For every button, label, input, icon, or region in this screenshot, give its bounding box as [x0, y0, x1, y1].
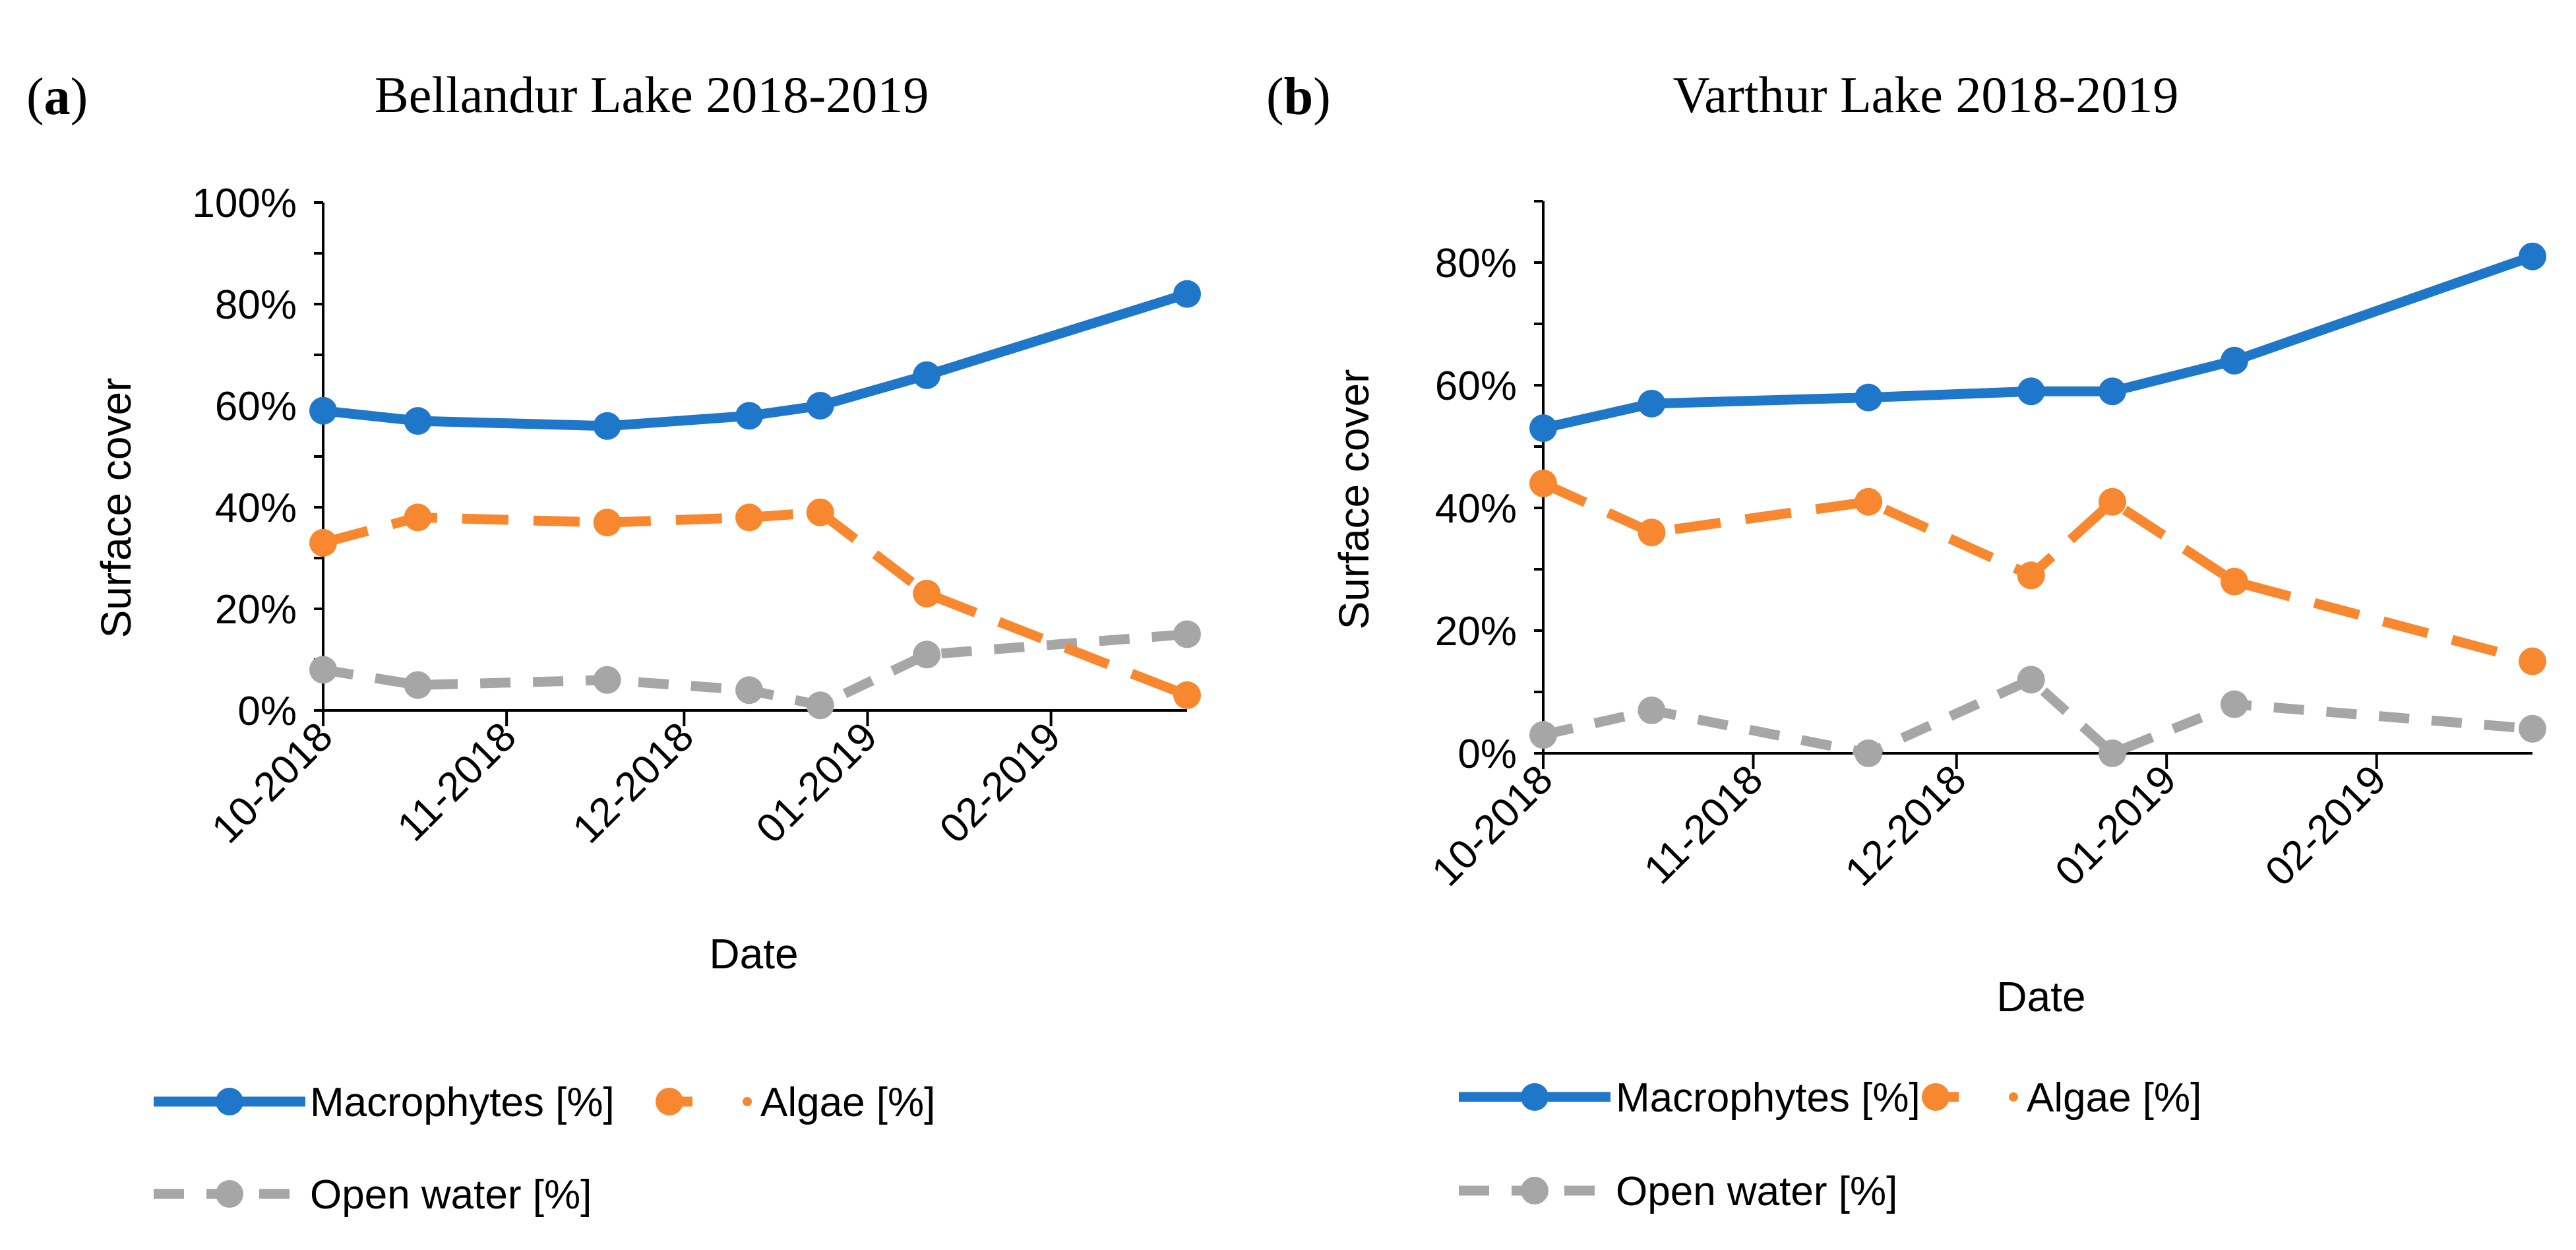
data-point-macrophytes [806, 392, 834, 420]
data-point-algae [806, 498, 834, 526]
x-tick-label: 01-2019 [2046, 757, 2185, 895]
y-tick-label: 80% [215, 282, 297, 328]
data-point-macrophytes [1529, 414, 1557, 443]
data-point-algae [1638, 518, 1666, 547]
data-point-algae [2017, 561, 2045, 590]
data-point-algae [404, 503, 432, 532]
panel-a: (a) Bellandur Lake 2018-2019 Surface cov… [26, 66, 1201, 1218]
x-tick-label: 12-2018 [1837, 757, 1975, 895]
data-point-macrophytes [2519, 242, 2546, 270]
plot-area: 0% 20% 40% 60% 80% 10-2018 11-2018 12-2018 01-20… [1423, 200, 2546, 895]
data-point-macrophytes [593, 412, 621, 440]
legend-marker-open-water [216, 1180, 243, 1208]
legend-marker-open-water [1521, 1177, 1549, 1204]
legend-dot-algae [743, 1097, 752, 1106]
data-point-open-water [735, 676, 764, 704]
legend: Macrophytes [%] Algae [%] Open water [%] [154, 1080, 935, 1218]
data-point-macrophytes [735, 402, 764, 430]
legend-dot-algae [2009, 1092, 2018, 1102]
y-tick-label: 100% [192, 181, 297, 226]
data-point-open-water [2099, 739, 2127, 767]
plot-area: 0% 20% 40% 60% 80% 100% 10-2018 11-2018 12-2018 0… [192, 181, 1201, 852]
legend: Macrophytes [%] Algae [%] Open water [%] [1459, 1075, 2201, 1214]
chart-title: Bellandur Lake 2018-2019 [375, 66, 929, 123]
legend-label-macrophytes: Macrophytes [%] [1616, 1075, 1920, 1121]
data-point-algae [309, 528, 337, 557]
data-point-macrophytes [2017, 377, 2045, 406]
data-point-open-water [309, 656, 337, 684]
data-point-open-water [2519, 714, 2546, 743]
y-tick-label: 80% [1435, 241, 1517, 286]
data-point-algae [913, 579, 941, 608]
y-tick-label: 40% [1435, 486, 1517, 532]
x-tick-label: 02-2019 [931, 714, 1070, 852]
y-tick-label: 0% [237, 689, 297, 734]
series-line-algae [322, 507, 1189, 700]
data-point-open-water [593, 666, 621, 694]
data-point-open-water [1855, 739, 1883, 767]
legend-marker-algae [1922, 1083, 1949, 1111]
panel-label-a: (a) [26, 68, 88, 126]
y-tick-label: 60% [1435, 363, 1517, 409]
y-axis-label: Surface cover [92, 378, 140, 639]
y-tick-label: 40% [215, 485, 297, 531]
data-point-algae [1173, 681, 1201, 709]
x-tick-label: 11-2018 [389, 714, 525, 850]
legend-marker-macrophytes [216, 1088, 243, 1115]
data-point-open-water [404, 671, 432, 699]
data-point-algae [1529, 469, 1557, 497]
y-tick-label: 60% [215, 384, 297, 429]
chart-title: Varthur Lake 2018-2019 [1673, 66, 2179, 123]
data-point-macrophytes [2099, 377, 2127, 406]
legend-label-open-water: Open water [%] [310, 1172, 592, 1218]
data-point-algae [2099, 487, 2127, 516]
data-point-macrophytes [1173, 280, 1201, 308]
x-axis-label: Date [1996, 973, 2085, 1020]
data-point-algae [735, 503, 764, 532]
y-tick-label: 20% [215, 587, 297, 633]
legend-label-open-water: Open water [%] [1616, 1169, 1897, 1214]
data-point-algae [593, 509, 621, 537]
x-tick-label: 10-2018 [203, 714, 342, 852]
legend-marker-algae [656, 1088, 683, 1115]
panel-b: (b) Varthur Lake 2018-2019 Surface cover… [1266, 66, 2546, 1214]
legend-label-macrophytes: Macrophytes [%] [310, 1080, 615, 1125]
data-point-macrophytes [309, 396, 337, 425]
panel-label-b: (b) [1266, 68, 1331, 126]
data-point-open-water [1529, 721, 1557, 749]
data-point-open-water [2220, 690, 2248, 718]
data-point-open-water [1638, 696, 1666, 724]
data-point-macrophytes [404, 407, 432, 435]
y-tick-label: 0% [1457, 732, 1517, 777]
legend-marker-macrophytes [1521, 1083, 1549, 1111]
data-point-open-water [2017, 666, 2045, 694]
data-point-macrophytes [2220, 346, 2248, 375]
data-point-open-water [913, 641, 941, 669]
x-tick-label: 12-2018 [565, 714, 703, 852]
x-axis-label: Date [709, 930, 798, 978]
x-tick-label: 02-2019 [2257, 757, 2395, 895]
data-point-algae [1855, 487, 1883, 516]
legend-label-algae: Algae [%] [2027, 1075, 2201, 1121]
y-tick-label: 20% [1435, 609, 1517, 654]
data-point-open-water [1173, 620, 1201, 648]
y-axis-label: Surface cover [1330, 369, 1378, 630]
data-point-algae [2519, 647, 2546, 675]
data-point-algae [2220, 567, 2248, 596]
data-point-macrophytes [1855, 383, 1883, 412]
x-tick-label: 11-2018 [1636, 757, 1771, 892]
data-point-macrophytes [913, 361, 941, 389]
x-tick-label: 01-2019 [748, 714, 886, 852]
legend-label-algae: Algae [%] [760, 1080, 935, 1125]
data-point-open-water [806, 691, 834, 720]
data-point-macrophytes [1638, 389, 1666, 418]
x-tick-label: 10-2018 [1423, 757, 1562, 895]
